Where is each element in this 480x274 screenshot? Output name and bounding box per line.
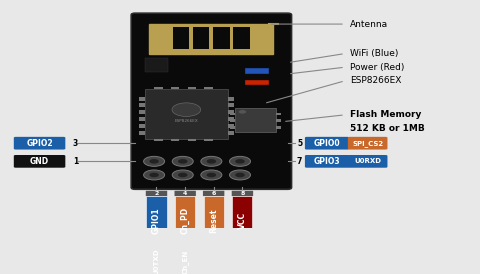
- FancyBboxPatch shape: [14, 155, 65, 168]
- FancyBboxPatch shape: [231, 190, 253, 196]
- FancyBboxPatch shape: [348, 137, 387, 150]
- Bar: [171, 87, 180, 89]
- Text: Reset: Reset: [209, 209, 218, 233]
- Circle shape: [149, 159, 159, 164]
- Circle shape: [229, 156, 251, 166]
- Text: SPI_CS2: SPI_CS2: [352, 140, 383, 147]
- Bar: [171, 139, 180, 141]
- Bar: [139, 103, 144, 107]
- Text: GPIO0: GPIO0: [314, 139, 340, 148]
- Circle shape: [206, 173, 216, 177]
- Bar: [228, 103, 234, 107]
- Bar: [230, 126, 235, 129]
- Bar: [245, 68, 269, 74]
- Bar: [188, 139, 196, 141]
- Bar: [139, 130, 144, 135]
- FancyBboxPatch shape: [348, 155, 387, 168]
- Bar: [139, 124, 144, 128]
- Bar: [276, 113, 281, 115]
- Bar: [232, 196, 252, 246]
- Circle shape: [178, 173, 188, 177]
- Bar: [188, 87, 196, 89]
- Bar: [146, 246, 167, 274]
- Text: WiFi (Blue): WiFi (Blue): [350, 49, 398, 58]
- Circle shape: [235, 159, 245, 164]
- Bar: [245, 80, 269, 85]
- Text: 7: 7: [297, 157, 302, 166]
- Text: 512 KB or 1MB: 512 KB or 1MB: [350, 124, 424, 133]
- Bar: [146, 196, 167, 246]
- Text: GPIO3: GPIO3: [314, 157, 340, 166]
- Bar: [228, 110, 234, 114]
- Bar: [230, 113, 235, 115]
- Bar: [228, 130, 234, 135]
- Text: Antenna: Antenna: [350, 19, 388, 28]
- Text: 4: 4: [183, 191, 187, 196]
- FancyBboxPatch shape: [14, 137, 65, 150]
- Circle shape: [144, 156, 165, 166]
- Bar: [144, 58, 168, 72]
- Bar: [175, 246, 195, 274]
- FancyBboxPatch shape: [203, 190, 225, 196]
- FancyBboxPatch shape: [305, 137, 349, 150]
- FancyBboxPatch shape: [145, 190, 168, 196]
- Text: 5: 5: [297, 139, 302, 148]
- Bar: [204, 196, 224, 246]
- Bar: [230, 119, 235, 122]
- Bar: [173, 27, 190, 50]
- Bar: [228, 124, 234, 128]
- Bar: [154, 139, 163, 141]
- Bar: [233, 27, 250, 50]
- Circle shape: [172, 156, 193, 166]
- Text: U0RXD: U0RXD: [354, 158, 381, 164]
- Bar: [213, 27, 229, 50]
- Text: GND: GND: [30, 157, 49, 166]
- Circle shape: [149, 173, 159, 177]
- Bar: [276, 126, 281, 129]
- Text: Power (Red): Power (Red): [350, 63, 404, 72]
- Text: ESP8266EX: ESP8266EX: [174, 119, 198, 123]
- FancyBboxPatch shape: [174, 190, 196, 196]
- Text: GPIO2: GPIO2: [26, 139, 53, 148]
- Circle shape: [206, 159, 216, 164]
- Circle shape: [144, 170, 165, 180]
- Text: 8: 8: [240, 191, 245, 196]
- Text: GPIO1: GPIO1: [152, 207, 161, 234]
- Bar: [235, 109, 276, 132]
- FancyBboxPatch shape: [305, 155, 349, 168]
- Bar: [204, 139, 213, 141]
- Text: ESP8266EX: ESP8266EX: [350, 76, 401, 85]
- Bar: [139, 117, 144, 121]
- Circle shape: [172, 170, 193, 180]
- Text: 2: 2: [154, 191, 159, 196]
- Circle shape: [178, 159, 188, 164]
- Circle shape: [229, 170, 251, 180]
- Circle shape: [201, 170, 222, 180]
- Bar: [228, 96, 234, 101]
- Text: 1: 1: [73, 157, 78, 166]
- Text: VCC: VCC: [238, 212, 247, 229]
- Bar: [139, 110, 144, 114]
- Text: Flash Memory: Flash Memory: [350, 110, 421, 119]
- Bar: [154, 87, 163, 89]
- Bar: [193, 27, 209, 50]
- Circle shape: [235, 173, 245, 177]
- Bar: [228, 117, 234, 121]
- Bar: [276, 119, 281, 122]
- FancyBboxPatch shape: [131, 13, 291, 189]
- Text: Ch_EN: Ch_EN: [181, 250, 189, 274]
- Text: 3: 3: [73, 139, 78, 148]
- Text: 6: 6: [212, 191, 216, 196]
- Circle shape: [172, 103, 201, 116]
- Text: Ch_PD: Ch_PD: [180, 207, 190, 234]
- Circle shape: [201, 156, 222, 166]
- Bar: [204, 87, 213, 89]
- Bar: [139, 96, 144, 101]
- Bar: [175, 196, 195, 246]
- Bar: [149, 24, 274, 54]
- Text: U0TXD: U0TXD: [154, 248, 159, 274]
- Circle shape: [239, 110, 246, 114]
- Bar: [144, 89, 228, 139]
